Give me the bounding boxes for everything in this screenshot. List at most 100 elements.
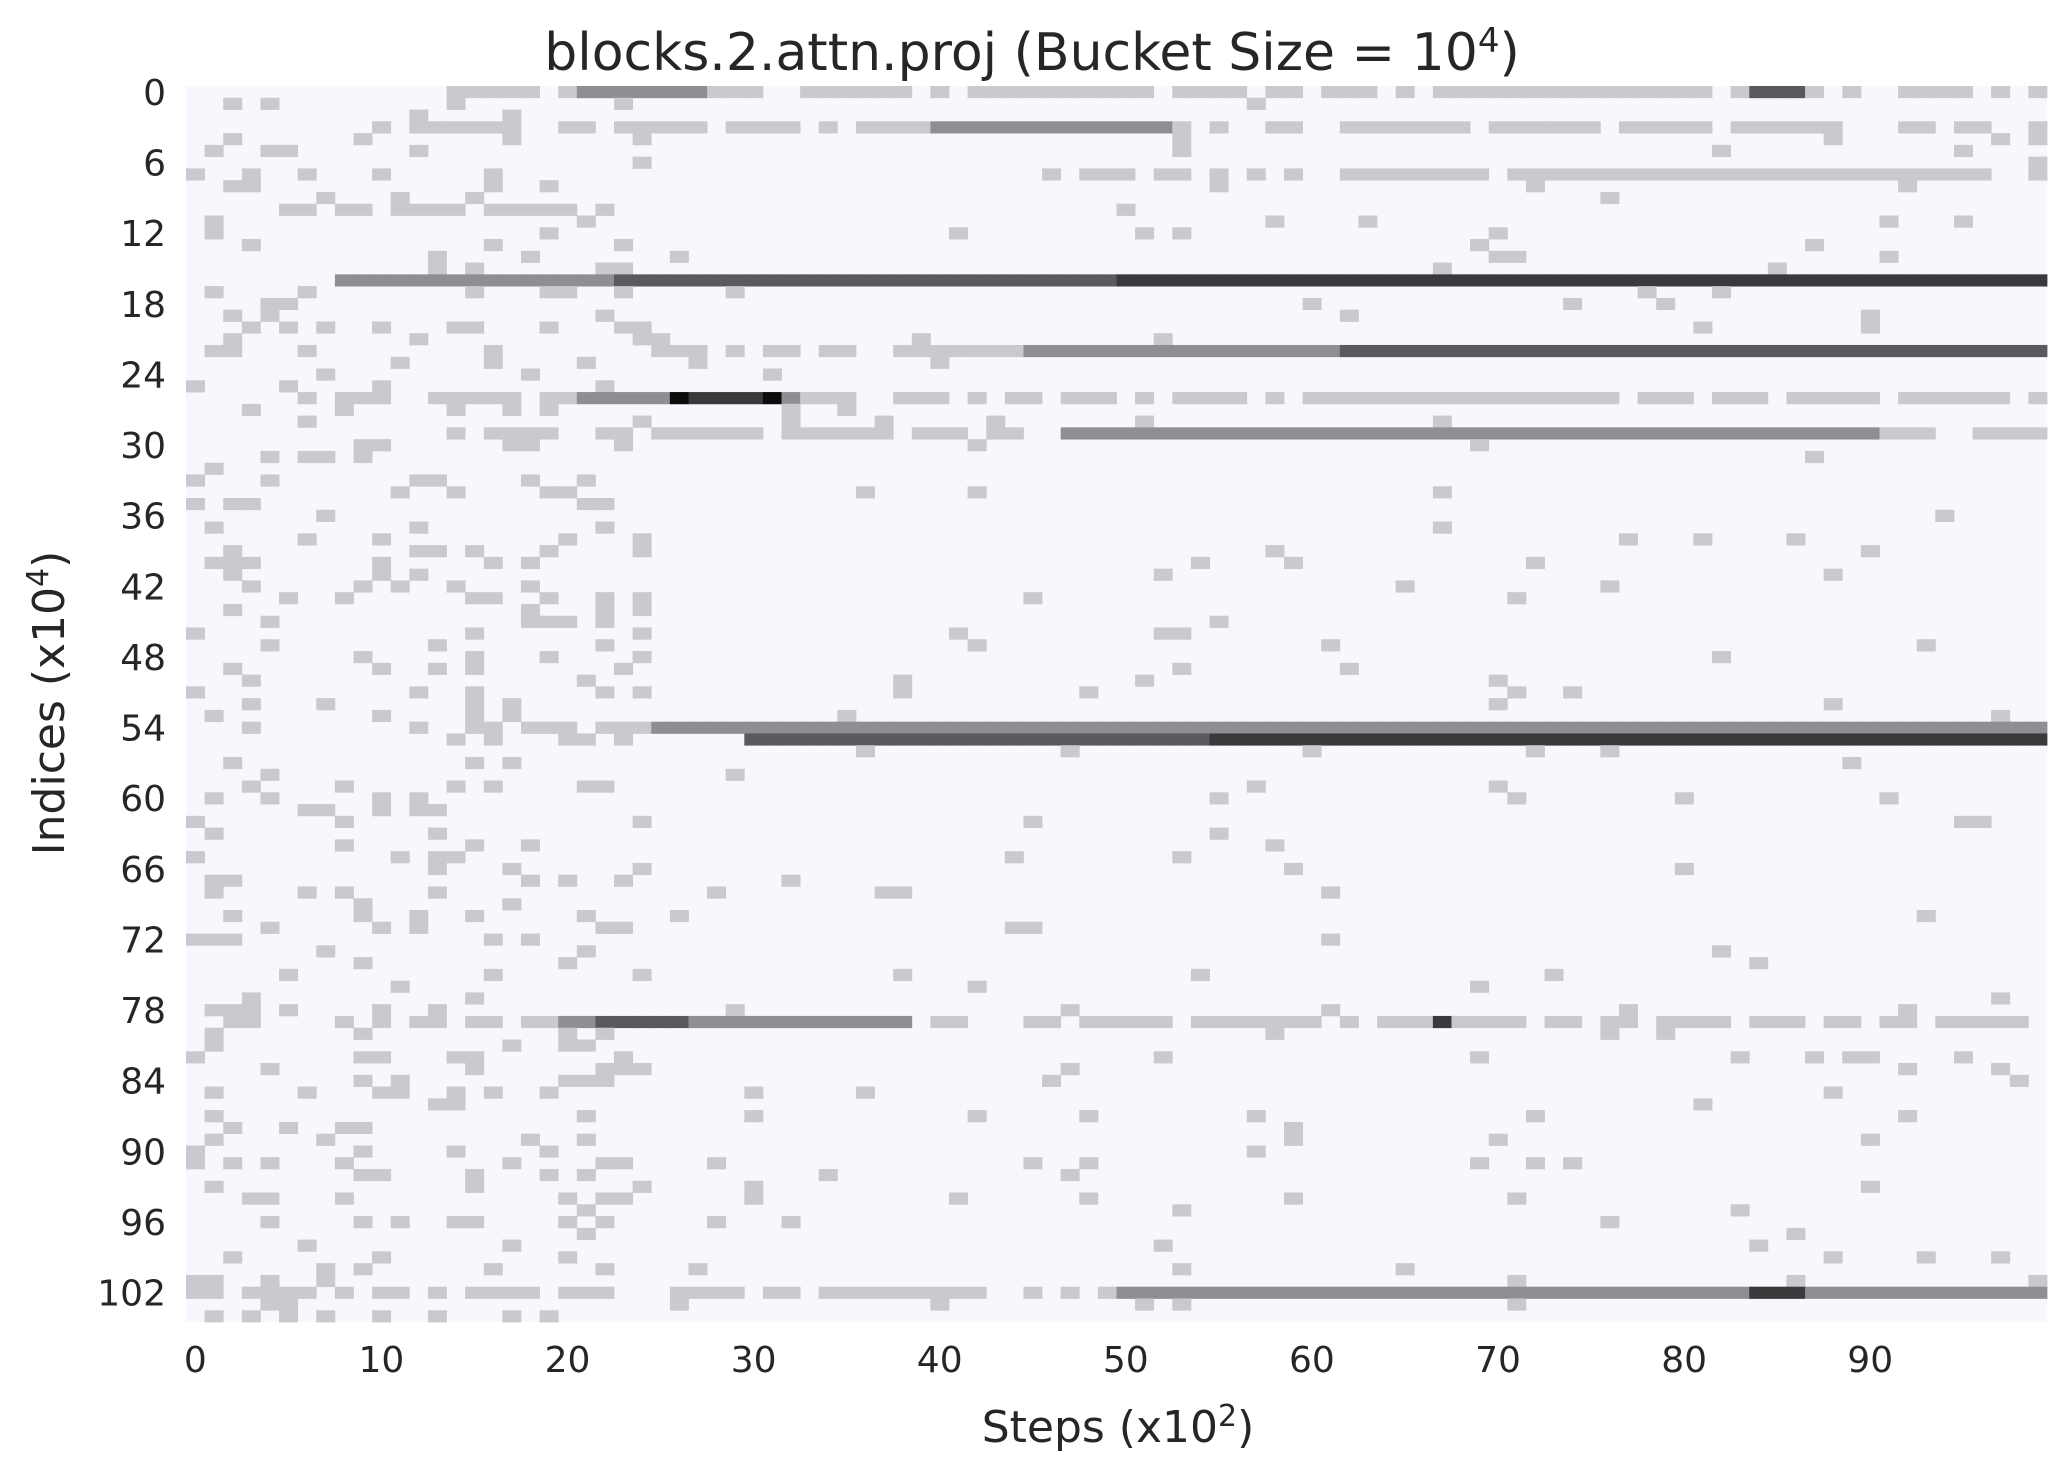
- heatmap-cell: [1135, 733, 1155, 746]
- heatmap-cell: [186, 474, 206, 487]
- heatmap-cell: [353, 450, 373, 464]
- heatmap-cell: [707, 392, 727, 405]
- heatmap-cell: [595, 86, 615, 99]
- heatmap-cell: [353, 1216, 373, 1229]
- heatmap-cell: [1507, 344, 1527, 358]
- y-tick-label: 90: [120, 1132, 166, 1173]
- heatmap-cell: [1730, 733, 1750, 746]
- heatmap-cell: [855, 86, 875, 99]
- heatmap-cell: [1916, 1251, 1936, 1264]
- heatmap-cell: [1097, 392, 1117, 405]
- heatmap-cell: [465, 1180, 485, 1193]
- heatmap-cell: [1507, 250, 1527, 263]
- heatmap-cell: [930, 274, 950, 287]
- heatmap-cell: [1712, 651, 1732, 664]
- heatmap-cell: [1860, 545, 1880, 558]
- heatmap-cell: [1321, 721, 1341, 734]
- heatmap-cell: [1525, 733, 1545, 746]
- heatmap-cell: [409, 1015, 429, 1029]
- heatmap-cell: [781, 1015, 801, 1029]
- heatmap-cell: [297, 344, 317, 358]
- heatmap-cell: [1674, 1286, 1694, 1299]
- heatmap-cell: [409, 545, 429, 558]
- heatmap-cell: [1488, 250, 1508, 263]
- heatmap-cell: [427, 886, 447, 899]
- heatmap-cell: [297, 1239, 317, 1252]
- heatmap-cell: [1377, 427, 1397, 440]
- heatmap-cell: [1004, 344, 1024, 358]
- heatmap-cell: [483, 933, 503, 946]
- heatmap-cell: [427, 662, 447, 675]
- heatmap-cell: [1898, 1110, 1918, 1123]
- heatmap-cell: [520, 86, 540, 99]
- heatmap-cell: [595, 780, 615, 793]
- heatmap-cell: [260, 1274, 280, 1288]
- heatmap-cell: [1079, 392, 1099, 405]
- heatmap-cell: [1544, 721, 1564, 734]
- heatmap-cell: [1209, 615, 1229, 628]
- heatmap-cell: [1860, 427, 1880, 440]
- heatmap-cell: [502, 203, 522, 216]
- heatmap-cell: [1618, 427, 1638, 440]
- heatmap-cell: [1470, 439, 1490, 452]
- heatmap-cell: [1451, 168, 1471, 181]
- heatmap-cell: [223, 603, 243, 617]
- heatmap-cell: [632, 968, 652, 982]
- heatmap-cell: [465, 121, 485, 134]
- heatmap-cell: [520, 368, 540, 381]
- heatmap-cell: [446, 1051, 466, 1064]
- heatmap-cell: [1153, 1239, 1173, 1252]
- heatmap-cell: [520, 439, 540, 452]
- heatmap-cell: [1023, 1015, 1043, 1029]
- heatmap-cell: [818, 121, 838, 134]
- heatmap-cell: [837, 1286, 857, 1299]
- heatmap-cell: [1172, 1298, 1192, 1311]
- heatmap-cell: [1749, 733, 1769, 746]
- heatmap-cell: [1916, 274, 1936, 287]
- heatmap-cell: [576, 356, 596, 369]
- heatmap-cell: [725, 1286, 745, 1299]
- heatmap-cell: [1023, 121, 1043, 134]
- heatmap-cell: [260, 792, 280, 805]
- heatmap-cell: [539, 1086, 559, 1099]
- heatmap-cell: [986, 427, 1006, 440]
- heatmap-cell: [409, 109, 429, 122]
- x-tick-labels: 0 10 20 30 40 50 60 70 80 90: [184, 1340, 1893, 1381]
- heatmap-cell: [223, 756, 243, 770]
- heatmap-cell: [911, 392, 931, 405]
- heatmap-cell: [1618, 168, 1638, 181]
- heatmap-cell: [1377, 168, 1397, 181]
- heatmap-cell: [1749, 392, 1769, 405]
- y-tick-label: 36: [120, 497, 166, 538]
- heatmap-cell: [1767, 168, 1787, 181]
- heatmap-cell: [1544, 344, 1564, 358]
- heatmap-cell: [502, 698, 522, 711]
- heatmap-cell: [781, 733, 801, 746]
- heatmap-cell: [1079, 121, 1099, 134]
- heatmap-cell: [744, 427, 764, 440]
- heatmap-cell: [688, 721, 708, 734]
- heatmap-cell: [669, 274, 689, 287]
- heatmap-cell: [1581, 274, 1601, 287]
- heatmap-cell: [539, 615, 559, 628]
- x-tick-label: 20: [545, 1340, 591, 1381]
- heatmap-cell: [427, 203, 447, 216]
- heatmap-cell: [1358, 427, 1378, 440]
- heatmap-cell: [1935, 1286, 1955, 1299]
- heatmap-cell: [595, 603, 615, 617]
- heatmap-cell: [1600, 392, 1620, 405]
- heatmap-cell: [1916, 168, 1936, 181]
- heatmap-cell: [669, 427, 689, 440]
- x-tick-label: 40: [917, 1340, 963, 1381]
- heatmap-cell: [1916, 344, 1936, 358]
- heatmap-cell: [855, 733, 875, 746]
- heatmap-cell: [502, 392, 522, 405]
- heatmap-cell: [595, 921, 615, 934]
- heatmap-cell: [2028, 344, 2048, 358]
- heatmap-cell: [1060, 1168, 1080, 1182]
- heatmap-cell: [1730, 392, 1750, 405]
- heatmap-cell: [632, 686, 652, 699]
- heatmap-cell: [260, 97, 280, 110]
- heatmap-cell: [1283, 556, 1303, 570]
- heatmap-cell: [241, 698, 261, 711]
